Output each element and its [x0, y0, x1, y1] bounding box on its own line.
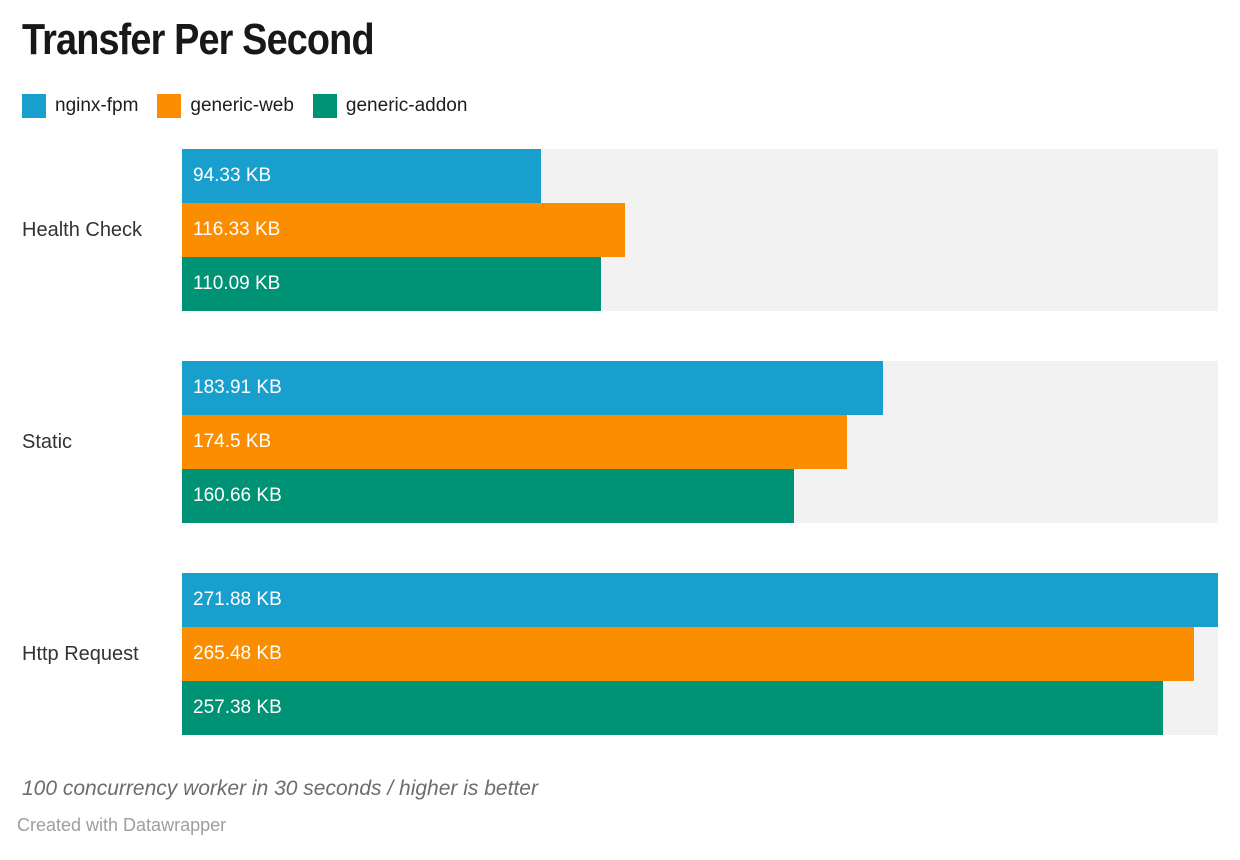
legend-item: nginx-fpm [22, 94, 138, 118]
legend-item-label: generic-web [190, 95, 294, 116]
category-label: Health Check [22, 218, 143, 241]
legend-swatch [157, 94, 182, 118]
bar-value-label: 271.88 KB [193, 589, 282, 610]
chart-group: Health Check 94.33 KB 116.33 KB 110.09 KB [0, 149, 1240, 311]
bar-track: 257.38 KB [182, 681, 1218, 735]
legend: nginx-fpm generic-web generic-addon [22, 94, 467, 118]
bar: 160.66 KB [182, 469, 795, 523]
bar: 265.48 KB [182, 627, 1194, 681]
bar-stack: 183.91 KB 174.5 KB 160.66 KB [182, 361, 1218, 523]
bar: 116.33 KB [182, 203, 626, 257]
bar-value-label: 116.33 KB [193, 219, 281, 240]
category-label: Static [22, 430, 73, 453]
bar-track: 271.88 KB [182, 573, 1218, 627]
bar: 271.88 KB [182, 573, 1218, 627]
bar-track: 94.33 KB [182, 149, 1218, 203]
bar: 94.33 KB [182, 149, 542, 203]
legend-item: generic-addon [312, 94, 468, 118]
bar-stack: 94.33 KB 116.33 KB 110.09 KB [182, 149, 1218, 311]
bar-value-label: 183.91 KB [193, 377, 282, 398]
legend-item: generic-web [157, 94, 294, 118]
bar: 174.5 KB [182, 415, 847, 469]
bar-track: 116.33 KB [182, 203, 1218, 257]
bar-value-label: 94.33 KB [193, 165, 272, 186]
bar-value-label: 265.48 KB [193, 643, 282, 664]
legend-item-label: generic-addon [345, 95, 468, 116]
bar-track: 265.48 KB [182, 627, 1218, 681]
bar: 110.09 KB [182, 257, 602, 311]
chart-group: Http Request 271.88 KB 265.48 KB 257.38 KB [0, 573, 1240, 735]
bar-track: 160.66 KB [182, 469, 1218, 523]
legend-item-label: nginx-fpm [55, 95, 139, 116]
bar-value-label: 257.38 KB [193, 697, 282, 718]
bar-track: 110.09 KB [182, 257, 1218, 311]
bar-stack: 271.88 KB 265.48 KB 257.38 KB [182, 573, 1218, 735]
bar-chart: Health Check 94.33 KB 116.33 KB 110.09 KB St… [0, 149, 1240, 735]
chart-note: 100 concurrency worker in 30 seconds / h… [22, 777, 538, 800]
legend-swatch [22, 94, 46, 118]
bar-track: 174.5 KB [182, 415, 1218, 469]
bar: 257.38 KB [182, 681, 1163, 735]
category-label: Http Request [22, 642, 139, 665]
bar-value-label: 160.66 KB [193, 485, 282, 506]
datawrapper-credit: Created with Datawrapper [17, 815, 227, 835]
bar-value-label: 110.09 KB [193, 273, 281, 294]
legend-swatch [312, 94, 337, 118]
bar: 183.91 KB [182, 361, 883, 415]
chart-title: Transfer Per Second [22, 15, 375, 64]
bar-track: 183.91 KB [182, 361, 1218, 415]
chart-group: Static 183.91 KB 174.5 KB 160.66 KB [0, 361, 1240, 523]
bar-value-label: 174.5 KB [193, 431, 272, 452]
